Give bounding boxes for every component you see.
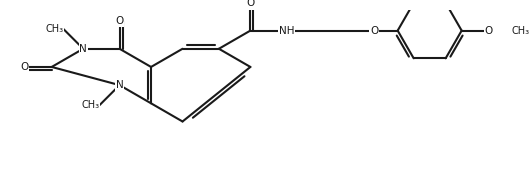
Text: CH₃: CH₃ (45, 24, 63, 34)
Text: NH: NH (279, 26, 295, 36)
Text: O: O (370, 26, 378, 36)
Text: N: N (79, 44, 87, 54)
Text: O: O (246, 0, 254, 8)
Text: CH₃: CH₃ (81, 100, 99, 110)
Text: CH₃: CH₃ (512, 26, 530, 36)
Text: O: O (20, 62, 29, 72)
Text: O: O (485, 26, 493, 36)
Text: O: O (115, 17, 124, 26)
Text: N: N (116, 80, 123, 90)
